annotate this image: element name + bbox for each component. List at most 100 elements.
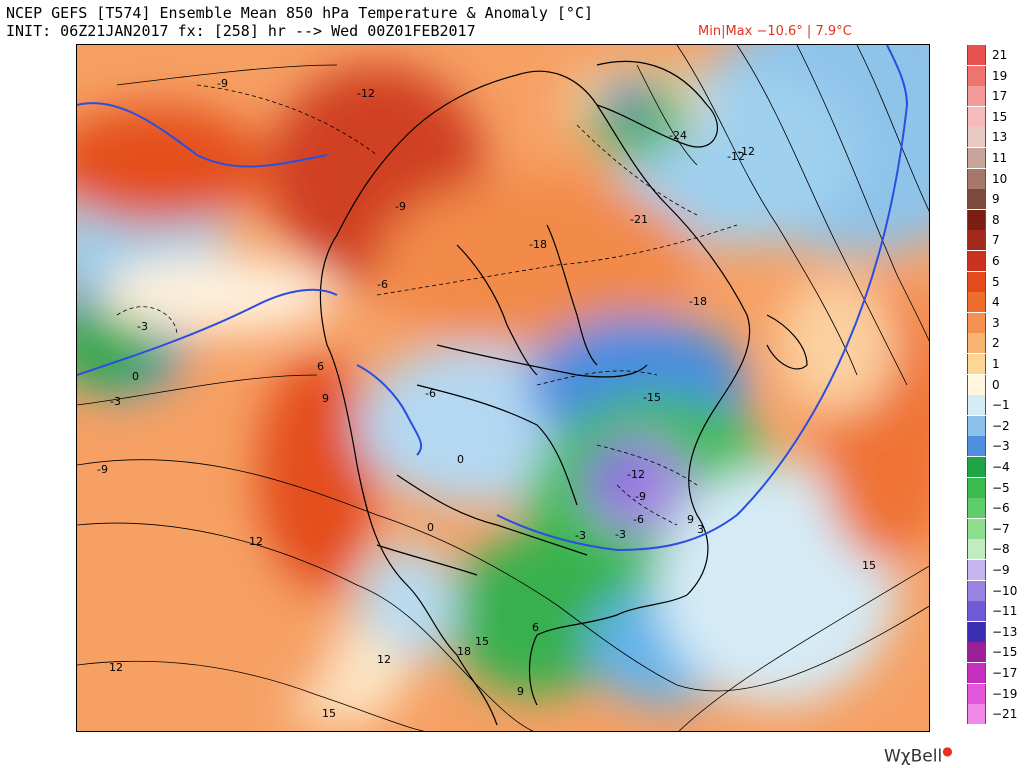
init-forecast-line: INIT: 06Z21JAN2017 fx: [258] hr --> Wed … (6, 22, 476, 40)
colorbar-label: 17 (992, 89, 1008, 104)
contour-label: -3 (575, 529, 586, 542)
colorbar-label: 4 (992, 295, 1000, 310)
colorbar-swatch (967, 168, 986, 189)
colorbar-swatch (967, 292, 986, 313)
colorbar-swatch (967, 663, 986, 683)
colorbar-swatch (967, 683, 986, 704)
colorbar-swatch (967, 86, 986, 107)
contour-labels: -9 -12 -9 -6 -3 0 -3 -9 6 9 -6 -12 -18 -… (97, 77, 876, 720)
colorbar-label: −7 (992, 521, 1010, 536)
negative-isotherms (116, 84, 738, 526)
colorbar-swatch (967, 271, 986, 292)
colorbar-entry: −2 (967, 415, 1019, 436)
colorbar-entry: −17 (967, 663, 1019, 683)
contour-label: -24 (669, 129, 687, 142)
zero-degree-line (77, 45, 909, 552)
colorbar-label: 8 (992, 212, 1000, 227)
colorbar-label: 5 (992, 274, 1000, 289)
colorbar-entry: 11 (967, 148, 1019, 168)
colorbar-label: −9 (992, 563, 1010, 577)
contour-label: -18 (529, 238, 547, 251)
colorbar-entry: 0 (967, 374, 1019, 395)
colorbar-swatch (967, 127, 986, 148)
colorbar-label: −8 (992, 542, 1010, 557)
colorbar-label: 15 (992, 109, 1008, 124)
colorbar-swatch (967, 65, 986, 86)
colorbar-entry: 6 (967, 251, 1019, 271)
contour-label: -21 (630, 213, 648, 226)
contour-label: -9 (217, 77, 228, 90)
contour-label: 0 (132, 370, 139, 383)
contour-label: 6 (317, 360, 324, 373)
colorbar-entry: −21 (967, 704, 1019, 725)
colorbar-entry: 21 (967, 45, 1019, 65)
contour-label: 9 (517, 685, 524, 698)
colorbar-entry: 15 (967, 106, 1019, 127)
colorbar-label: −1 (992, 398, 1010, 413)
contour-label: -12 (737, 145, 755, 158)
colorbar-swatch (967, 621, 986, 642)
colorbar-entry: −13 (967, 621, 1019, 642)
contour-label: 12 (377, 653, 391, 666)
colorbar-label: −21 (992, 707, 1018, 722)
min-max-readout: Min|Max −10.6° | 7.9°C (698, 24, 852, 39)
contour-label: 15 (322, 707, 336, 720)
contour-label: -12 (357, 87, 375, 100)
colorbar-entry: 3 (967, 312, 1019, 333)
colorbar-label: −4 (992, 460, 1010, 474)
colorbar-label: −19 (992, 686, 1018, 701)
colorbar-entry: −9 (967, 560, 1019, 580)
colorbar-entry: −19 (967, 683, 1019, 704)
contour-label: -9 (635, 490, 646, 503)
colorbar-entry: −10 (967, 580, 1019, 601)
contour-label: -18 (689, 295, 707, 308)
colorbar-swatch (967, 189, 986, 210)
colorbar-entry: 19 (967, 65, 1019, 86)
contour-label: -15 (643, 391, 661, 404)
colorbar-entry: −1 (967, 395, 1019, 416)
colorbar-swatch (967, 601, 986, 622)
logo-dot-icon: ● (942, 744, 953, 758)
contour-label: -3 (110, 395, 121, 408)
colorbar-label: −13 (992, 624, 1018, 639)
colorbar-entry: 9 (967, 189, 1019, 210)
colorbar-label: −10 (992, 583, 1018, 598)
colorbar-swatch (967, 704, 986, 725)
colorbar-swatch (967, 477, 986, 498)
colorbar-swatch (967, 518, 986, 539)
colorbar-label: −6 (992, 501, 1010, 516)
colorbar-swatch (967, 251, 986, 271)
colorbar-label: −3 (992, 439, 1010, 454)
colorbar-label: −5 (992, 480, 1010, 495)
colorbar-label: 11 (992, 151, 1008, 165)
colorbar-swatch (967, 374, 986, 395)
colorbar-entry: 10 (967, 168, 1019, 189)
colorbar-label: 0 (992, 377, 1000, 392)
contour-label: 15 (862, 559, 876, 572)
contour-label: -6 (633, 513, 644, 526)
contour-label: -3 (137, 320, 148, 333)
colorbar-swatch (967, 354, 986, 374)
colorbar-swatch (967, 230, 986, 251)
colorbar-entry: 4 (967, 292, 1019, 313)
colorbar-entry: −11 (967, 601, 1019, 622)
colorbar-label: 3 (992, 315, 1000, 330)
contour-label: -9 (395, 200, 406, 213)
contour-label: -3 (615, 528, 626, 541)
contour-label: -6 (377, 278, 388, 291)
colorbar-entry: −3 (967, 436, 1019, 457)
isotherm-contours (77, 45, 929, 731)
colorbar-label: −2 (992, 418, 1010, 433)
colorbar-swatch (967, 498, 986, 519)
colorbar-label: 10 (992, 171, 1008, 186)
colorbar-entry: −7 (967, 518, 1019, 539)
colorbar-swatch (967, 106, 986, 127)
colorbar-entry: −15 (967, 642, 1019, 663)
contour-label: -6 (425, 387, 436, 400)
wxbell-logo: WχBell● (884, 744, 953, 767)
colorbar-entry: 17 (967, 86, 1019, 107)
contour-label: 9 (687, 513, 694, 526)
map-title: NCEP GEFS [T574] Ensemble Mean 850 hPa T… (6, 4, 593, 22)
colorbar-swatch (967, 333, 986, 354)
colorbar-swatch (967, 209, 986, 230)
